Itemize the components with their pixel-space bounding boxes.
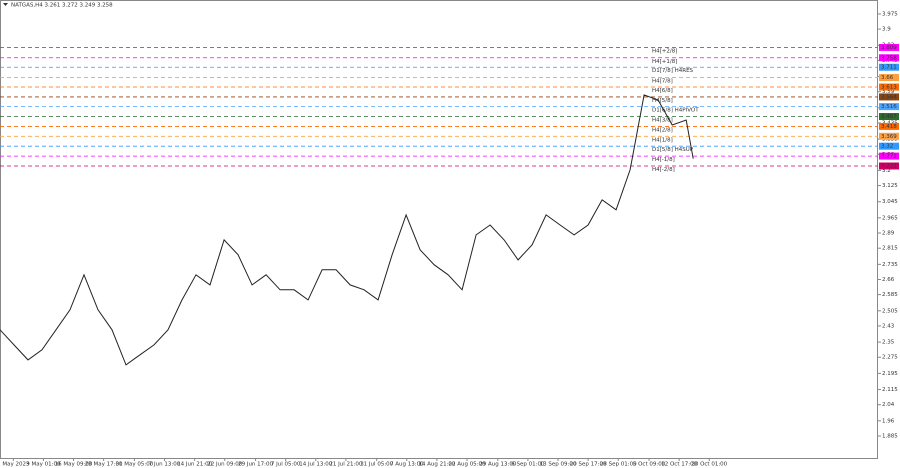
x-tick-label: 21 Jul 21:00 bbox=[329, 462, 362, 468]
x-tick-label: 23 May 17:00 bbox=[85, 462, 123, 468]
level-price-box bbox=[879, 93, 899, 101]
y-tick-label: 2.43 bbox=[882, 323, 895, 329]
level-name: H4[-2/8] bbox=[652, 167, 675, 173]
x-tick-label: 16 May 09:00 bbox=[55, 462, 93, 468]
chart-title: NATGAS,H4 3.261 3.272 3.249 3.258 bbox=[11, 3, 113, 9]
level-name: H4[1/8] bbox=[652, 137, 673, 143]
level-name: D1[5/8] H4SUP bbox=[652, 147, 694, 153]
x-tick-label: 22 Jun 09:00 bbox=[207, 462, 242, 468]
level-price-box bbox=[879, 113, 899, 121]
y-tick-label: 2.35 bbox=[882, 340, 895, 346]
menu-arrow[interactable] bbox=[3, 3, 8, 6]
y-tick-label: 2.585 bbox=[882, 292, 898, 298]
level-price-box bbox=[879, 74, 899, 82]
x-tick-label: 14 Aug 21:00 bbox=[418, 462, 456, 468]
level-name: H4[-1/8] bbox=[652, 157, 675, 163]
plot-frame bbox=[0, 0, 878, 459]
level-price: 3.222 bbox=[881, 163, 897, 169]
x-tick-label: 20 Sep 17:00 bbox=[570, 462, 607, 468]
level-price: 3.271 bbox=[881, 154, 897, 160]
y-tick-label: 2.04 bbox=[882, 402, 895, 408]
y-tick-label: 2.735 bbox=[882, 262, 898, 268]
y-tick-label: 3.045 bbox=[882, 199, 898, 205]
x-tick-label: 7 Aug 13:00 bbox=[390, 462, 424, 468]
y-tick-label: 3.975 bbox=[882, 11, 898, 17]
level-price-box bbox=[879, 132, 899, 140]
level-price: 3.758 bbox=[881, 55, 897, 61]
level-name: D1[7/8] H4RES bbox=[652, 68, 694, 74]
x-tick-label: 14 Jun 21:00 bbox=[177, 462, 212, 468]
level-price: 3.467 bbox=[881, 114, 897, 120]
y-tick-label: 2.505 bbox=[882, 308, 898, 314]
level-price-box bbox=[879, 43, 899, 51]
level-price-box bbox=[879, 142, 899, 150]
y-tick-label: 2.66 bbox=[882, 277, 895, 283]
y-tick-label: 2.89 bbox=[882, 231, 895, 237]
x-tick-label: 5 Oct 09:00 bbox=[633, 462, 666, 468]
x-tick-label: 20 Oct 01:00 bbox=[691, 462, 727, 468]
level-price-box bbox=[879, 103, 899, 111]
level-price-box bbox=[879, 152, 899, 160]
y-tick-label: 2.965 bbox=[882, 215, 898, 221]
level-price: 3.711 bbox=[881, 65, 897, 71]
level-price: 3.32 bbox=[881, 144, 893, 150]
level-price: 3.418 bbox=[881, 124, 897, 130]
y-tick-label: 2.115 bbox=[882, 387, 898, 393]
y-tick-label: 3.59 bbox=[882, 89, 895, 95]
y-tick-label: 2.275 bbox=[882, 355, 898, 361]
level-price: 3.369 bbox=[881, 134, 897, 140]
x-tick-label: 13 Sep 09:00 bbox=[540, 462, 577, 468]
y-tick-label: 3.2 bbox=[882, 168, 891, 174]
y-tick-label: 1.96 bbox=[882, 418, 895, 424]
level-price: 3.66 bbox=[881, 75, 894, 81]
x-tick-label: 29 Jun 17:00 bbox=[238, 462, 273, 468]
level-name: H4[7/8] bbox=[652, 79, 673, 85]
level-price-box bbox=[879, 54, 899, 62]
x-tick-label: 1 May 2023 bbox=[0, 462, 30, 468]
x-tick-label: 6 Sep 01:00 bbox=[511, 462, 545, 468]
level-price: 3.516 bbox=[881, 104, 897, 110]
y-tick-label: 3.125 bbox=[882, 183, 898, 189]
x-tick-label: 14 Jul 13:00 bbox=[299, 462, 332, 468]
x-tick-label: 7 Jun 13:00 bbox=[149, 462, 181, 468]
x-tick-label: 31 Jul 05:00 bbox=[360, 462, 393, 468]
x-tick-label: 9 May 01:00 bbox=[26, 462, 61, 468]
level-price-box bbox=[879, 63, 899, 71]
level-price-box bbox=[879, 83, 899, 91]
x-tick-label: 31 May 05:00 bbox=[116, 462, 154, 468]
level-name: H4[+2/8] bbox=[652, 48, 677, 54]
x-tick-label: 7 Jul 05:00 bbox=[271, 462, 301, 468]
level-name: H4[+1/8] bbox=[652, 59, 677, 65]
level-name: H4[3/8] bbox=[652, 118, 673, 124]
level-name: H4[6/8] bbox=[652, 88, 673, 94]
price-line bbox=[0, 94, 694, 366]
x-tick-label: 12 Oct 17:00 bbox=[661, 462, 697, 468]
level-price-box bbox=[879, 122, 899, 130]
x-tick-label: 28 Sep 01:00 bbox=[600, 462, 637, 468]
level-price: 3.613 bbox=[881, 85, 897, 91]
level-name: H4[5/8] bbox=[652, 98, 673, 104]
level-price: 3.809 bbox=[881, 45, 897, 51]
level-name: D1[6/8] H4PIVOT bbox=[652, 108, 699, 114]
y-tick-label: 2.815 bbox=[882, 246, 898, 252]
level-price-box bbox=[879, 162, 899, 170]
y-tick-label: 1.885 bbox=[882, 433, 898, 439]
level-name: H4[2/8] bbox=[652, 127, 673, 133]
y-tick-label: 3.9 bbox=[882, 27, 891, 33]
x-tick-label: 22 Aug 05:00 bbox=[448, 462, 486, 468]
level-price: 3.564 bbox=[881, 94, 897, 100]
y-tick-label: 2.195 bbox=[882, 371, 898, 377]
x-tick-label: 29 Aug 13:00 bbox=[479, 462, 517, 468]
